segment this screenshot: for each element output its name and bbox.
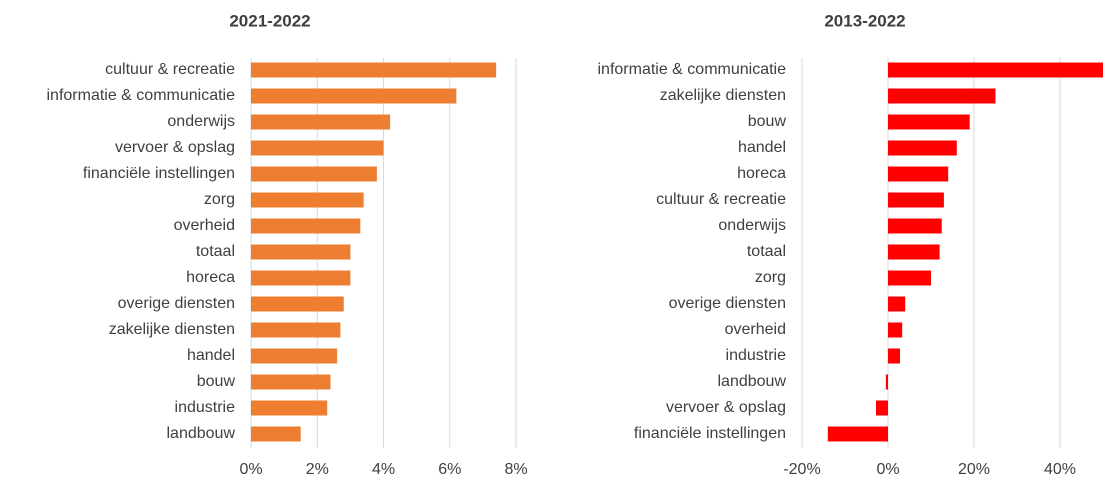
y-tick-label: overige diensten: [118, 295, 235, 312]
y-tick-label: onderwijs: [167, 113, 235, 130]
x-tick-label: 0%: [239, 461, 262, 478]
y-tick-label: overheid: [725, 321, 786, 338]
y-tick-label: overige diensten: [669, 295, 786, 312]
y-tick-label: vervoer & opslag: [115, 139, 235, 156]
y-tick-label: handel: [738, 139, 786, 156]
y-tick-label: horeca: [737, 165, 786, 182]
y-tick-label: cultuur & recreatie: [656, 191, 786, 208]
bar: [885, 374, 888, 390]
bar: [251, 322, 341, 338]
bar: [251, 88, 457, 104]
y-tick-label: zorg: [204, 191, 235, 208]
bar: [827, 426, 888, 442]
y-tick-label: cultuur & recreatie: [105, 61, 235, 78]
y-tick-label: zakelijke diensten: [109, 321, 235, 338]
bar: [888, 218, 942, 234]
bar: [888, 192, 944, 208]
y-tick-label: industrie: [726, 347, 787, 364]
bar: [888, 88, 996, 104]
bar: [888, 114, 970, 130]
x-tick-label: 0%: [876, 461, 899, 478]
bar: [251, 166, 377, 182]
x-tick-label: 20%: [958, 461, 990, 478]
x-tick-label: -20%: [783, 461, 820, 478]
bar: [251, 270, 351, 286]
y-tick-label: industrie: [175, 399, 236, 416]
bar: [251, 114, 391, 130]
y-tick-label: zorg: [755, 269, 786, 286]
bar: [251, 244, 351, 260]
bar: [251, 62, 497, 78]
y-tick-label: vervoer & opslag: [666, 399, 786, 416]
bar: [251, 218, 361, 234]
chart-title: 2021-2022: [229, 11, 310, 30]
bar: [888, 270, 931, 286]
bar: [888, 348, 901, 364]
x-tick-label: 6%: [438, 461, 461, 478]
bar: [251, 296, 344, 312]
bar: [888, 62, 1103, 78]
y-tick-label: landbouw: [718, 373, 787, 390]
bar: [251, 374, 331, 390]
y-tick-label: totaal: [196, 243, 235, 260]
bar: [875, 400, 888, 416]
x-tick-label: 2%: [306, 461, 329, 478]
x-tick-label: 4%: [372, 461, 395, 478]
bar: [888, 244, 940, 260]
y-tick-label: landbouw: [167, 425, 236, 442]
x-tick-label: 40%: [1044, 461, 1076, 478]
bar: [251, 192, 364, 208]
bar: [888, 140, 957, 156]
y-tick-label: financiële instellingen: [634, 425, 786, 442]
y-tick-label: totaal: [747, 243, 786, 260]
y-tick-label: financiële instellingen: [83, 165, 235, 182]
bar: [251, 348, 338, 364]
y-tick-label: onderwijs: [718, 217, 786, 234]
bar: [888, 166, 949, 182]
bar: [251, 400, 328, 416]
y-tick-label: horeca: [186, 269, 235, 286]
y-tick-label: handel: [187, 347, 235, 364]
bar: [251, 426, 301, 442]
bar: [888, 322, 903, 338]
chart-title: 2013-2022: [824, 11, 905, 30]
y-tick-label: informatie & communicatie: [46, 87, 235, 104]
y-tick-label: zakelijke diensten: [660, 87, 786, 104]
bar: [888, 296, 906, 312]
x-tick-label: 8%: [504, 461, 527, 478]
y-tick-label: informatie & communicatie: [597, 61, 786, 78]
y-tick-label: bouw: [748, 113, 787, 130]
y-tick-label: overheid: [174, 217, 235, 234]
bar: [251, 140, 384, 156]
y-tick-label: bouw: [197, 373, 236, 390]
